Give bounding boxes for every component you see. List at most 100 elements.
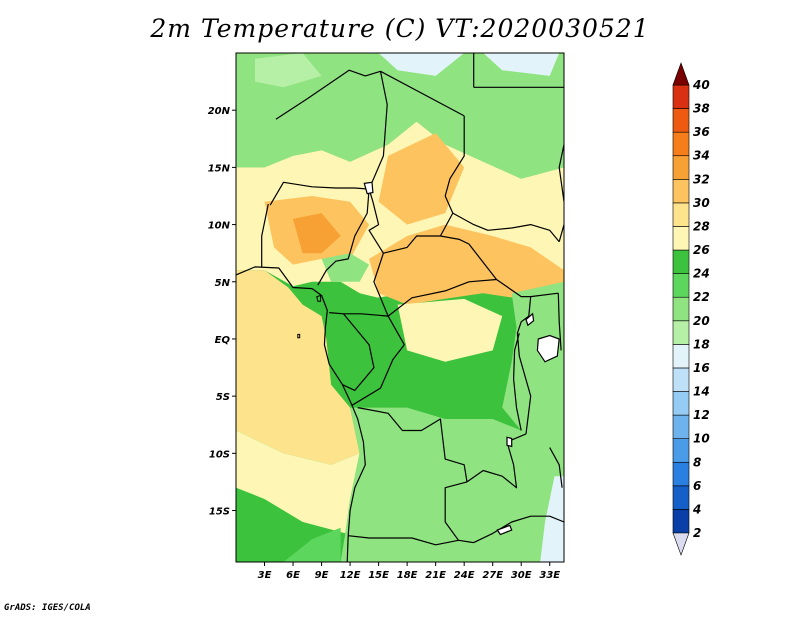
border-malawi bbox=[549, 447, 563, 488]
lon-label: 18E bbox=[397, 570, 418, 581]
temp-region-north-cool-patch-w bbox=[255, 53, 322, 88]
lake-lake-victoria bbox=[536, 334, 560, 363]
lon-label: 27E bbox=[482, 570, 503, 581]
colorbar-label: 32 bbox=[693, 172, 710, 186]
colorbar-label: 6 bbox=[693, 479, 701, 493]
colorbar-label: 30 bbox=[693, 196, 710, 210]
border-rift-west bbox=[512, 333, 522, 431]
lon-label: 9E bbox=[315, 570, 329, 581]
border-car-sudan bbox=[440, 235, 497, 280]
temp-region-sahara-north bbox=[236, 53, 564, 179]
border-zambia-south bbox=[473, 515, 564, 544]
temp-region-north-cool-patch-n bbox=[378, 53, 465, 76]
lat-label: EQ bbox=[215, 335, 231, 346]
colorbar-label: 18 bbox=[693, 337, 710, 351]
temp-region-gulf-ocean bbox=[236, 270, 360, 465]
lon-label: 12E bbox=[340, 570, 361, 581]
longitude-axis: 3E 6E 9E 12E 15E 18E 21E 24E 27E 30E 33E bbox=[258, 562, 560, 581]
lat-label: 5S bbox=[216, 392, 230, 403]
colorbar-box bbox=[672, 509, 690, 534]
lon-label: 33E bbox=[539, 570, 560, 581]
colorbar-low-arrow bbox=[672, 532, 690, 556]
border-angola-namibia bbox=[348, 535, 459, 546]
border-congo-drc bbox=[351, 315, 405, 406]
colorbar-label: 4 bbox=[692, 502, 701, 516]
colorbar-label: 34 bbox=[693, 149, 710, 163]
border-uganda-kenya bbox=[557, 293, 562, 351]
border-drc-angola bbox=[357, 407, 468, 482]
colorbar-high-arrow bbox=[672, 62, 690, 86]
lon-label: 24E bbox=[454, 570, 475, 581]
colorbar-box bbox=[672, 367, 690, 392]
lat-label: 10S bbox=[209, 449, 230, 460]
lat-label: 5N bbox=[215, 278, 231, 289]
colorbar-box bbox=[672, 273, 690, 298]
colorbar-box bbox=[672, 131, 690, 157]
border-benin-nigeria bbox=[261, 203, 269, 267]
border-gabon-congo bbox=[342, 313, 375, 391]
colorbar-box bbox=[672, 296, 690, 322]
colorbar-box bbox=[672, 155, 690, 180]
map-frame bbox=[235, 52, 565, 563]
colorbar-label: 28 bbox=[693, 219, 710, 233]
lat-label: 15S bbox=[209, 507, 230, 518]
border-niger-chad bbox=[368, 71, 388, 190]
colorbar-box bbox=[672, 344, 690, 369]
island-sao-tome bbox=[297, 333, 301, 339]
border-nigeria-niger bbox=[269, 181, 370, 206]
latitude-axis: 20N 15N 10N 5N EQ 5S 10S 15S bbox=[208, 106, 236, 518]
border-cameroon-gabon bbox=[329, 312, 389, 317]
colorbar-label: 36 bbox=[693, 125, 710, 139]
colorbar-label: 22 bbox=[693, 290, 710, 304]
lon-label: 3E bbox=[258, 570, 272, 581]
colorbar-label: 16 bbox=[693, 361, 710, 375]
lon-label: 6E bbox=[286, 570, 300, 581]
temp-region-car-hot bbox=[369, 224, 564, 305]
colorbar-box bbox=[672, 84, 690, 109]
border-algeria-niger bbox=[275, 69, 381, 120]
temp-region-east-highland bbox=[502, 281, 564, 431]
border-south-sudan-east bbox=[496, 279, 559, 298]
border-rift-east bbox=[516, 296, 532, 434]
colorbar: 40 38 36 34 32 30 28 26 24 22 20 18 16 14 12 10 8 6 4 2 bbox=[672, 62, 710, 556]
lon-label: 15E bbox=[368, 570, 389, 581]
colorbar-box bbox=[672, 391, 690, 416]
page-title: 2m Temperature (C) VT:2020030521 bbox=[150, 14, 650, 43]
lake-lake-kariba bbox=[496, 524, 513, 536]
lake-lake-chad bbox=[363, 181, 374, 195]
border-sudan-south bbox=[452, 212, 560, 243]
border-angola-zambia bbox=[444, 481, 474, 544]
colorbar-box bbox=[672, 485, 690, 510]
border-libya-chad bbox=[380, 70, 465, 117]
temp-region-congo-warm bbox=[397, 298, 503, 362]
colorbar-label: 40 bbox=[692, 78, 710, 92]
border-sudan-nile-east bbox=[558, 144, 564, 202]
temp-region-cameroon-highland bbox=[321, 253, 370, 282]
border-sudan-ethiopia bbox=[558, 224, 564, 242]
border-chad-car bbox=[383, 235, 441, 254]
border-west-africa-coast bbox=[236, 266, 366, 562]
colorbar-label: 14 bbox=[693, 385, 710, 399]
lake-lake-mweru bbox=[506, 436, 513, 448]
colorbar-label: 26 bbox=[693, 243, 710, 257]
colorbar-label: 38 bbox=[693, 102, 710, 116]
colorbar-label: 24 bbox=[693, 267, 710, 281]
colorbar-box bbox=[672, 438, 690, 463]
colorbar-box bbox=[672, 108, 690, 133]
colorbar-box bbox=[672, 320, 690, 345]
colorbar-box bbox=[672, 179, 690, 204]
border-cameroon-car bbox=[373, 253, 389, 317]
colorbar-label: 8 bbox=[693, 455, 701, 469]
temp-region-ocean-south bbox=[236, 430, 360, 534]
lat-label: 15N bbox=[208, 163, 231, 174]
colorbar-box bbox=[672, 461, 690, 487]
border-car-drc bbox=[387, 278, 497, 317]
temp-region-ocean-green bbox=[283, 527, 341, 562]
colorbar-label: 12 bbox=[693, 408, 710, 422]
temp-region-angola-green bbox=[340, 407, 564, 562]
lon-label: 30E bbox=[511, 570, 532, 581]
colorbar-box bbox=[672, 226, 690, 251]
boundary-lines bbox=[236, 53, 564, 562]
colorbar-label: 10 bbox=[693, 432, 710, 446]
lat-label: 10N bbox=[208, 221, 231, 232]
